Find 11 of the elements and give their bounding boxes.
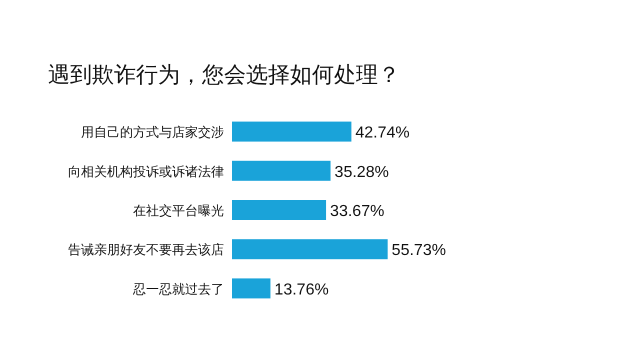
value-label: 35.28%: [334, 164, 389, 181]
value-label: 13.76%: [274, 281, 329, 298]
category-label: 忍一忍就过去了: [133, 281, 224, 296]
category-label: 在社交平台曝光: [133, 203, 224, 218]
title: 遇到欺诈行为，您会选择如何处理？: [48, 62, 400, 87]
value-label: 42.74%: [355, 124, 410, 142]
category-label: 告诫亲朋好友不要再去该店: [68, 242, 224, 258]
value-label: 33.67%: [330, 203, 384, 220]
value-label: 55.73%: [392, 242, 446, 260]
category-label: 用自己的方式与店家交涉: [81, 124, 224, 140]
category-label: 向相关机构投诉或诉诸法律: [68, 164, 224, 179]
